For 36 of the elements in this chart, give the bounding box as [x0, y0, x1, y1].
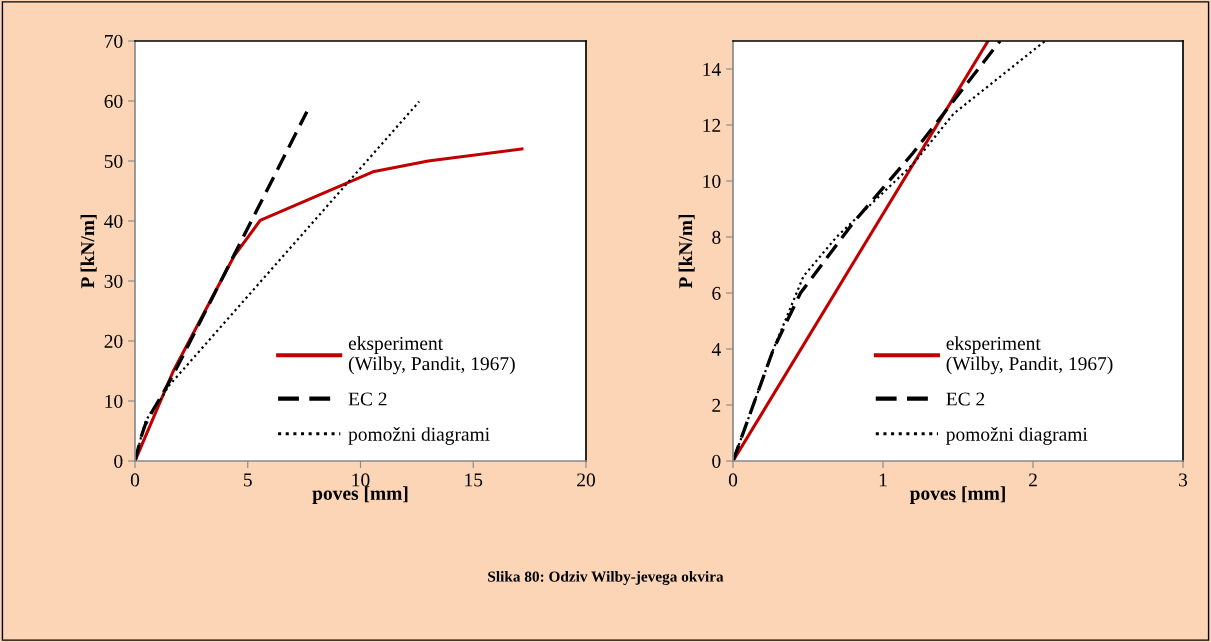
- y-tick-label: 30: [104, 274, 123, 288]
- y-axis-title: P [kN/m]: [678, 214, 695, 289]
- legend-label: EC 2: [348, 392, 387, 406]
- x-tick-label: 0: [728, 473, 738, 487]
- x-tick-label: 10: [352, 473, 370, 487]
- y-tick-label: 12: [703, 118, 721, 132]
- legend-label: eksperiment (Wilby, Pandit, 1967): [946, 336, 1113, 375]
- y-tick-label: 10: [703, 174, 721, 188]
- y-tick-label: 20: [104, 334, 123, 348]
- y-tick-label: 70: [105, 34, 123, 48]
- x-tick-label: 20: [577, 473, 595, 487]
- y-tick-label: 0: [712, 454, 721, 468]
- y-tick-label: 0: [114, 454, 123, 468]
- y-axis-title: P [kN/m]: [80, 214, 97, 289]
- text: Slika 80: Odziv Wilby-jevega okvira: [488, 571, 724, 585]
- legend-label: pomožni diagrami: [946, 427, 1088, 445]
- y-tick-label: 40: [104, 214, 123, 228]
- legend-label: eksperiment (Wilby, Pandit, 1967): [348, 336, 515, 375]
- y-tick-label: 2: [712, 398, 721, 412]
- y-tick-label: 60: [104, 94, 123, 108]
- y-tick-label: 8: [712, 230, 721, 244]
- x-tick-label: 1: [879, 473, 887, 487]
- legend-label: pomožni diagrami: [348, 427, 490, 445]
- x-axis-title: poves [mm]: [312, 486, 408, 504]
- x-tick-label: 2: [1028, 473, 1037, 487]
- x-axis-title: poves [mm]: [909, 486, 1005, 504]
- x-tick-label: 5: [244, 473, 252, 487]
- x-tick-label: 0: [130, 473, 140, 487]
- x-tick-label: 15: [465, 473, 483, 487]
- y-tick-label: 50: [104, 154, 123, 168]
- y-tick-label: 14: [703, 62, 721, 76]
- y-tick-label: 6: [712, 286, 721, 300]
- y-tick-label: 4: [711, 342, 721, 356]
- legend-label: EC 2: [946, 392, 985, 406]
- x-tick-label: 3: [1179, 473, 1188, 487]
- y-tick-label: 10: [105, 394, 123, 408]
